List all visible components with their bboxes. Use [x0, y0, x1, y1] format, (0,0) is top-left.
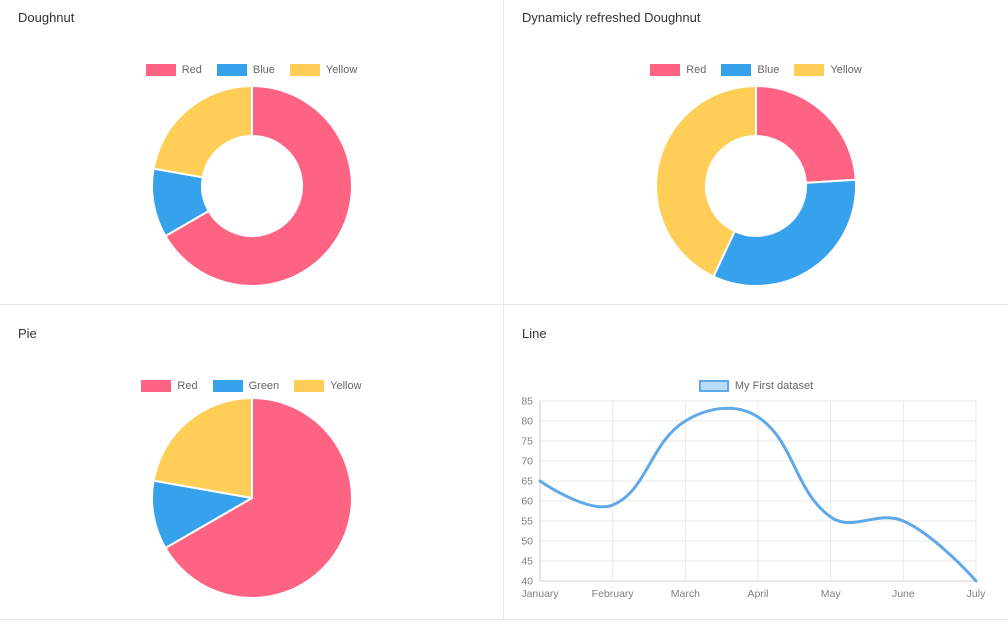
pie-slice-green[interactable]: [150, 479, 253, 549]
pie-slice-red[interactable]: [163, 397, 353, 599]
x-tick-label: March: [671, 588, 700, 600]
y-tick-label: 40: [521, 576, 533, 588]
y-tick-label: 65: [521, 476, 533, 488]
panel-title-dynamic-doughnut: Dynamicly refreshed Doughnut: [522, 10, 701, 25]
y-tick-label: 45: [521, 556, 533, 568]
panel-dynamic-doughnut: Dynamicly refreshed Doughnut Red Blue Yell…: [504, 0, 1008, 305]
dynamic-doughnut-chart-area: [504, 83, 1008, 289]
legend-swatch-blue: [216, 64, 247, 76]
legend-item-my-first-dataset[interactable]: My First dataset: [698, 380, 814, 392]
legend-item-red[interactable]: Red: [650, 64, 706, 76]
line-series-my-first-dataset[interactable]: [538, 406, 978, 583]
legend-label: Blue: [252, 64, 275, 76]
legend-swatch-green: [212, 380, 243, 392]
legend-dynamic-doughnut: Red Blue Yellow: [504, 63, 1008, 77]
x-tick-label: June: [892, 588, 915, 600]
panel-title-line: Line: [522, 326, 547, 341]
x-tick-label: July: [967, 588, 986, 600]
panel-doughnut: Doughnut Red Blue Yellow: [0, 0, 504, 305]
pie-chart-area: [0, 395, 503, 601]
panel-line: Line My First dataset 40 45 50 55 60 65 70 75 80…: [504, 305, 1008, 620]
panel-pie: Pie Red Green Yellow: [0, 305, 504, 620]
x-tick-label: May: [821, 588, 842, 600]
doughnut-slice-red[interactable]: [755, 85, 857, 184]
legend-item-blue[interactable]: Blue: [216, 64, 275, 76]
x-tick-label: January: [521, 588, 559, 600]
doughnut-slice-red[interactable]: [163, 85, 353, 287]
legend-item-yellow[interactable]: Yellow: [289, 64, 358, 76]
legend-label: Red: [181, 64, 202, 76]
legend-item-green[interactable]: Green: [212, 380, 280, 392]
doughnut-slice-yellow[interactable]: [152, 85, 253, 179]
legend-line: My First dataset: [504, 379, 1008, 393]
legend-label: Red: [686, 64, 707, 76]
y-tick-label: 60: [521, 496, 533, 508]
legend-item-red[interactable]: Red: [145, 64, 202, 76]
pie-chart[interactable]: [149, 395, 355, 601]
y-tick-label: 75: [521, 436, 533, 448]
legend-label: Blue: [757, 64, 780, 76]
legend-swatch-yellow: [794, 64, 825, 76]
y-tick-label: 80: [521, 416, 533, 428]
y-tick-label: 85: [521, 396, 533, 408]
x-tick-label: February: [592, 588, 635, 600]
dynamic-doughnut-chart[interactable]: [653, 83, 859, 289]
legend-item-yellow[interactable]: Yellow: [794, 64, 862, 76]
legend-item-yellow[interactable]: Yellow: [294, 380, 362, 392]
panel-title-pie: Pie: [18, 326, 37, 341]
legend-swatch-red: [141, 380, 172, 392]
legend-item-red[interactable]: Red: [141, 380, 198, 392]
doughnut-chart[interactable]: [149, 83, 355, 289]
legend-swatch-yellow: [289, 64, 320, 76]
legend-label: Yellow: [325, 64, 358, 76]
y-tick-label: 55: [521, 516, 533, 528]
legend-swatch-red: [145, 64, 176, 76]
y-tick-label: 50: [521, 536, 533, 548]
legend-doughnut: Red Blue Yellow: [0, 63, 503, 77]
panel-title-doughnut: Doughnut: [18, 10, 75, 25]
legend-pie: Red Green Yellow: [0, 379, 503, 393]
legend-label: Yellow: [330, 380, 362, 392]
legend-swatch-yellow: [294, 380, 325, 392]
legend-label: Green: [248, 380, 280, 392]
y-tick-label: 70: [521, 456, 533, 468]
legend-label: My First dataset: [734, 380, 814, 392]
x-tick-label: April: [747, 588, 768, 600]
pie-slice-yellow[interactable]: [152, 397, 253, 499]
legend-swatch-red: [650, 64, 681, 76]
line-chart-area: 40 45 50 55 60 65 70 75 80 85 January February March…: [504, 395, 1008, 610]
doughnut-slice-yellow[interactable]: [655, 85, 757, 278]
doughnut-slice-blue[interactable]: [712, 178, 857, 287]
legend-item-blue[interactable]: Blue: [721, 64, 779, 76]
doughnut-chart-area: [0, 83, 503, 289]
legend-label: Yellow: [830, 64, 862, 76]
legend-swatch-my-first-dataset: [698, 380, 729, 392]
legend-swatch-blue: [721, 64, 752, 76]
line-chart[interactable]: 40 45 50 55 60 65 70 75 80 85 January February March…: [504, 395, 1004, 610]
legend-label: Red: [177, 380, 198, 392]
